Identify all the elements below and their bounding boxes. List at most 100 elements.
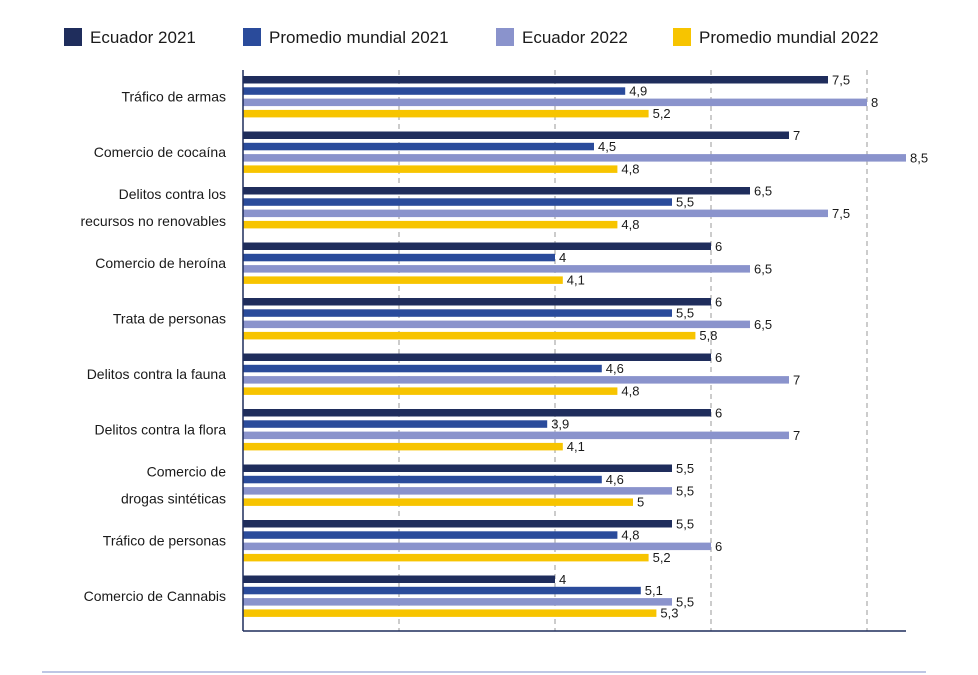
data-label: 5,2 [653,550,671,565]
legend-swatch-4 [673,28,691,46]
bar [243,142,594,151]
bar [243,376,789,384]
bar [243,98,867,107]
category-label: Tráfico de personas [103,533,226,549]
data-label: 4 [559,250,566,265]
bar [243,253,555,262]
bar [243,131,789,139]
legend-swatch-1 [64,28,82,46]
data-label: 8,5 [910,150,928,165]
data-label: 7 [793,128,800,143]
category-label: Delitos contra la flora [94,422,226,438]
data-label: 5,2 [653,106,671,121]
data-label: 5,5 [676,461,694,476]
bar [243,320,750,329]
category-label: drogas sintéticas [121,491,226,507]
bar [243,154,906,162]
bar [243,276,563,284]
bar [243,420,548,428]
data-label: 4,1 [567,273,585,288]
data-label: 6,5 [754,317,772,332]
data-label: 5,5 [676,306,694,321]
bar [243,364,602,373]
data-label: 6 [715,405,722,420]
data-label: 6,5 [754,261,772,276]
data-label: 4,1 [567,439,585,454]
bar [243,87,626,95]
category-label: Delitos contra los [119,186,226,202]
category-label: recursos no renovables [80,213,226,229]
data-label: 4,8 [621,162,639,177]
bar [243,387,618,395]
data-label: 4,8 [621,217,639,232]
chart-axes [242,70,906,632]
category-label: Comercio de Cannabis [84,588,226,604]
data-label: 4,8 [621,528,639,543]
category-label: Comercio de cocaína [94,144,227,160]
data-label: 8 [871,95,878,110]
data-label: 6 [715,294,722,309]
bar [243,265,750,273]
bar [243,598,672,606]
data-label: 5,8 [699,328,717,343]
data-label: 4,6 [606,472,624,487]
bar [243,331,696,340]
data-label: 5,3 [660,606,678,621]
category-label: Trata de personas [113,311,226,327]
legend-label-2: Promedio mundial 2021 [269,28,449,47]
chart-bars: 7,5 4,9 8 5,2 7 4,5 8,5 4,8 6,5 5,5 7,5 4,8 6 4 6,5 4,1… [243,72,928,621]
bar [243,242,711,250]
bar [243,353,711,361]
category-label: Comercio de [147,464,227,480]
data-label: 4,6 [606,361,624,376]
data-label: 3,9 [551,417,569,432]
bar [243,531,618,539]
bar [243,553,649,562]
data-label: 5,5 [676,516,694,531]
category-label: Tráfico de armas [121,89,226,105]
data-label: 6 [715,239,722,254]
data-label: 5,1 [645,583,663,598]
chart-legend: Ecuador 2021 Promedio mundial 2021 Ecuador… [64,28,879,47]
bar [243,520,672,528]
data-label: 4,5 [598,139,616,154]
bar [243,464,672,472]
data-label: 4,9 [629,84,647,99]
data-label: 7 [793,428,800,443]
legend-swatch-3 [496,28,514,46]
data-label: 6,5 [754,183,772,198]
legend-label-1: Ecuador 2021 [90,28,196,47]
bar [243,187,750,195]
bar [243,220,618,229]
bar [243,475,602,484]
bar [243,575,555,583]
bar [243,109,649,118]
data-label: 7 [793,372,800,387]
bar [243,76,828,84]
bar [243,487,672,495]
bar [243,609,657,617]
bar [243,542,711,551]
bar [243,198,672,206]
data-label: 5,5 [676,195,694,210]
category-label: Comercio de heroína [95,255,226,271]
bar [243,209,828,218]
data-label: 5 [637,495,644,510]
data-label: 7,5 [832,72,850,87]
legend-label-3: Ecuador 2022 [522,28,628,47]
category-labels: Tráfico de armas Comercio de cocaína Delit… [80,89,226,605]
bar [243,586,641,595]
data-label: 6 [715,350,722,365]
legend-label-4: Promedio mundial 2022 [699,28,879,47]
data-label: 5,5 [676,483,694,498]
bar [243,442,563,451]
data-label: 7,5 [832,206,850,221]
data-label: 5,5 [676,594,694,609]
data-label: 4,8 [621,384,639,399]
bar [243,498,633,506]
bar [243,431,789,440]
legend-swatch-2 [243,28,261,46]
bar [243,298,711,306]
chart-grid [398,70,868,631]
